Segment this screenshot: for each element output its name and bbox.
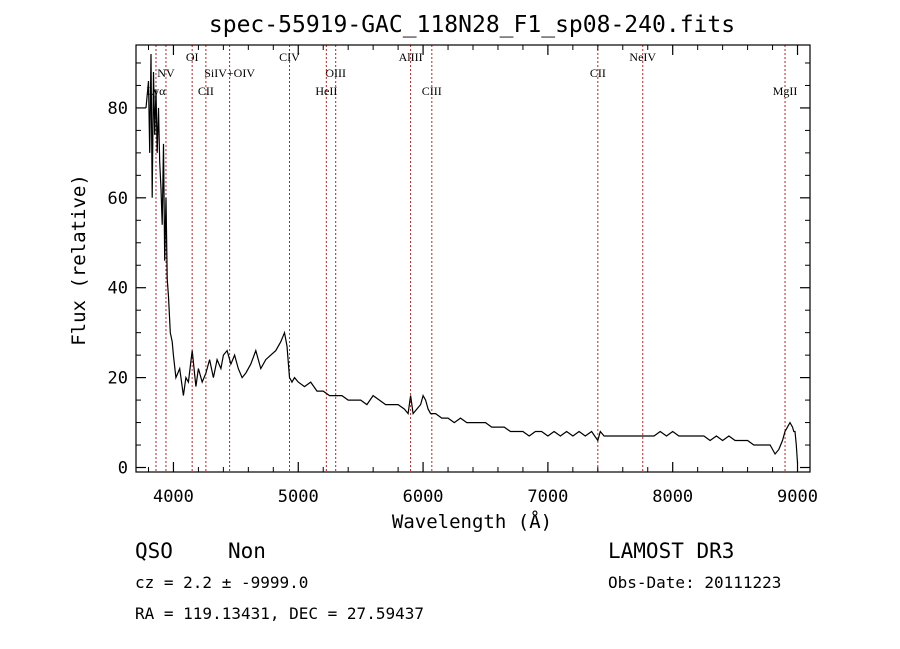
line-marker-label: OIII	[325, 66, 346, 80]
emission-line-markers: LyαNVOICIISiIV+OIVCIVOIIIHeIIAlIIICIIICI…	[146, 45, 797, 472]
redshift-readout: cz = 2.2 ± -9999.0	[135, 573, 308, 592]
y-tick-label: 80	[108, 99, 128, 119]
y-tick-label: 20	[108, 369, 128, 389]
line-marker-label: HeII	[315, 84, 337, 98]
plot-frame	[135, 44, 811, 473]
object-subclass: Non	[228, 539, 266, 563]
line-marker-label: NV	[157, 66, 175, 80]
x-tick-label: 9000	[777, 487, 818, 507]
x-tick-label: 8000	[652, 487, 693, 507]
y-tick-label: 0	[118, 459, 128, 479]
x-axis-ticks: 4000 5000 6000 7000 8000 9000	[147, 45, 818, 507]
y-axis-ticks: 0 20 40 60 80	[108, 62, 810, 479]
line-marker-label: AlIII	[399, 50, 423, 64]
line-marker-label: CIV	[279, 50, 300, 64]
line-marker-label: CIII	[422, 84, 442, 98]
line-marker-label: CII	[590, 66, 606, 80]
y-tick-label: 40	[108, 279, 128, 299]
x-tick-label: 7000	[527, 487, 568, 507]
object-class: QSO	[135, 539, 173, 563]
coordinates-readout: RA = 119.13431, DEC = 27.59437	[135, 604, 424, 623]
observation-date: Obs-Date: 20111223	[608, 573, 781, 592]
x-tick-label: 4000	[153, 487, 194, 507]
survey-name: LAMOST DR3	[608, 539, 734, 563]
line-marker-label: MgII	[773, 84, 798, 98]
x-tick-label: 6000	[403, 487, 444, 507]
x-tick-label: 5000	[278, 487, 319, 507]
spectrum-line	[145, 53, 799, 464]
x-axis-label: Wavelength (Å)	[392, 510, 552, 533]
y-tick-label: 60	[108, 189, 128, 209]
y-axis-label: Flux (relative)	[68, 174, 90, 346]
line-marker-label: CII	[198, 84, 214, 98]
line-marker-label: OI	[186, 50, 199, 64]
line-marker-label: SiIV+OIV	[204, 66, 255, 80]
line-marker-label: NeIV	[629, 50, 656, 64]
chart-title: spec-55919-GAC_118N28_F1_sp08-240.fits	[209, 12, 735, 38]
